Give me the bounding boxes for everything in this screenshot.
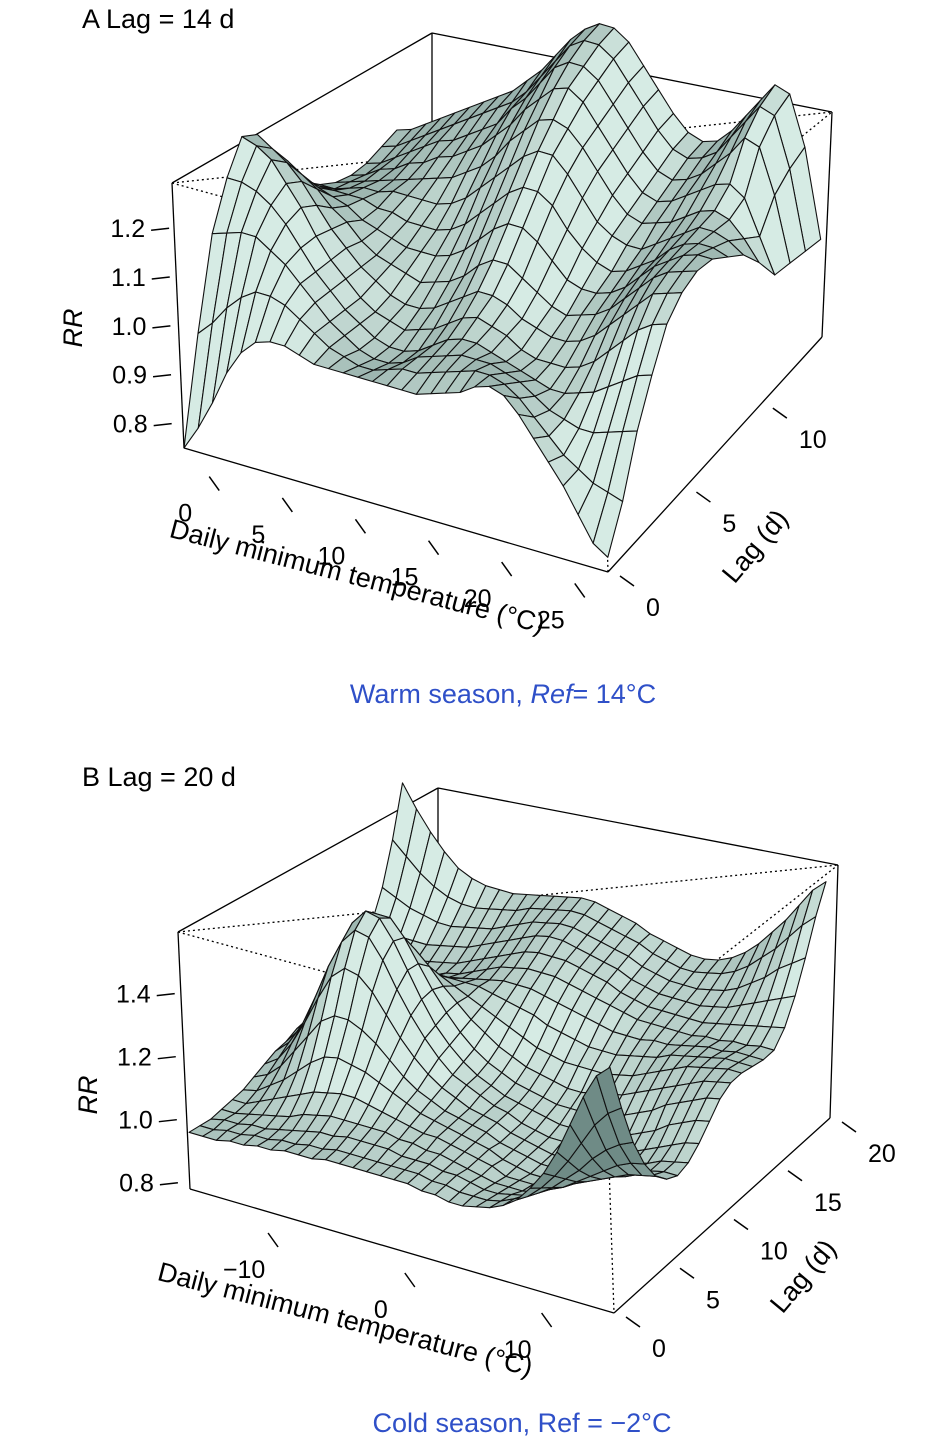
x-axis-title: Daily minimum temperature (°C) — [155, 1256, 536, 1382]
caption-text: Warm season, — [350, 679, 531, 709]
x-tick — [267, 1232, 279, 1248]
z-tick — [153, 422, 172, 427]
z-tick — [151, 276, 170, 280]
x-tick — [574, 583, 586, 598]
x-axis-line — [189, 1188, 615, 1314]
panel-title: A Lag = 14 d — [82, 4, 234, 34]
x-axis-line — [183, 447, 609, 573]
z-tick-label: 1.2 — [110, 215, 145, 243]
y-tick-label: 5 — [706, 1286, 720, 1314]
y-tick-label: 5 — [722, 510, 736, 538]
z-axis-title: RR — [73, 1076, 103, 1115]
y-tick-label: 10 — [760, 1238, 788, 1266]
panel-caption: Warm season, Ref= 14°C — [350, 679, 656, 709]
axes: 0 5 10 15 20 25 0 5 10 0.8 0.9 1.0 1.1 1.2 — [110, 215, 826, 634]
y-tick — [619, 575, 635, 587]
y-tick — [841, 1121, 857, 1133]
x-tick-label: 5 — [251, 521, 265, 549]
y-tick-label: 15 — [814, 1189, 842, 1217]
y-tick — [625, 1316, 641, 1328]
panel-caption: Cold season, Ref = −2°C — [373, 1408, 672, 1438]
x-axis-title: Daily minimum temperature (°C) — [167, 513, 548, 639]
y-tick-label: 10 — [799, 426, 827, 454]
z-axis-line — [171, 182, 185, 449]
z-tick — [152, 373, 172, 378]
box-edge — [829, 864, 839, 1119]
x-tick-label: 25 — [537, 606, 565, 634]
panel-a: 0 5 10 15 20 25 0 5 10 0.8 0.9 1.0 1.1 1.2 Daily minim… — [58, 4, 833, 709]
x-tick — [541, 1312, 553, 1328]
y-tick — [679, 1267, 695, 1279]
x-tick — [404, 1272, 416, 1288]
z-tick — [158, 1118, 177, 1123]
x-tick-label: 0 — [178, 500, 192, 528]
box-front-edges — [177, 864, 839, 1314]
x-tick-label: 0 — [374, 1296, 388, 1324]
x-tick-label: −10 — [223, 1256, 265, 1284]
z-tick-label: 1.0 — [112, 313, 147, 341]
x-tick-label: 10 — [318, 542, 346, 570]
caption-value: = 14°C — [572, 679, 656, 709]
x-tick-label: 20 — [464, 585, 492, 613]
surface — [188, 782, 827, 1209]
z-tick-label: 1.2 — [117, 1044, 152, 1072]
box-edge — [177, 787, 439, 933]
z-axis-line — [177, 931, 191, 1190]
y-tick-label: 20 — [868, 1140, 896, 1168]
surface-facet — [592, 491, 624, 558]
x-tick — [208, 476, 220, 491]
caption-ref: Ref — [530, 679, 575, 709]
panel-b: −10 0 10 0 5 10 15 20 0.8 1.0 1.2 1.4 Daily minimum … — [73, 762, 896, 1438]
y-tick — [695, 491, 711, 503]
y-tick — [772, 407, 788, 419]
x-tick — [354, 518, 367, 534]
box-edge — [437, 787, 839, 866]
z-axis-title: RR — [58, 309, 88, 348]
z-tick-label: 1.0 — [118, 1107, 153, 1135]
box-edge — [604, 864, 839, 1049]
z-tick — [156, 992, 175, 997]
box-front-edges — [171, 111, 833, 573]
z-tick-label: 1.1 — [111, 264, 146, 292]
y-tick-label: 0 — [646, 594, 660, 622]
y-tick — [787, 1170, 803, 1182]
z-tick-label: 0.8 — [113, 411, 148, 439]
surface-facet — [595, 1066, 623, 1114]
z-tick — [152, 325, 171, 329]
x-tick-label: 15 — [391, 564, 419, 592]
x-tick — [427, 540, 440, 556]
z-tick-label: 0.8 — [119, 1170, 154, 1198]
z-tick — [157, 1055, 176, 1060]
panel-title: B Lag = 20 d — [82, 762, 236, 792]
x-tick-label: 10 — [504, 1336, 532, 1364]
z-tick-label: 0.9 — [112, 362, 147, 390]
y-tick — [733, 1218, 749, 1231]
x-tick — [281, 497, 293, 513]
y-axis-line — [607, 336, 823, 573]
z-tick-label: 1.4 — [116, 981, 151, 1009]
x-tick — [501, 561, 513, 577]
box-edge — [171, 32, 433, 184]
y-tick-label: 0 — [652, 1335, 666, 1363]
y-axis-line — [613, 1117, 831, 1314]
z-tick — [159, 1181, 178, 1186]
axes: −10 0 10 0 5 10 15 20 0.8 1.0 1.2 1.4 — [116, 981, 896, 1364]
surface — [183, 23, 822, 558]
box-edge — [604, 1047, 615, 1314]
z-tick — [151, 227, 170, 231]
box-edge — [821, 111, 833, 338]
